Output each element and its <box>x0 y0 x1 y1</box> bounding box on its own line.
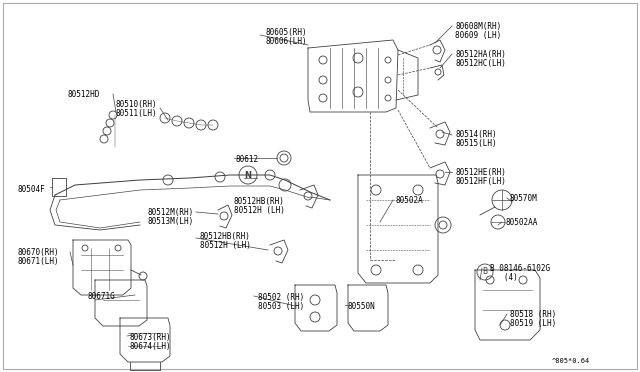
Text: 80518 (RH): 80518 (RH) <box>510 310 556 319</box>
Text: 80512M(RH): 80512M(RH) <box>148 208 195 217</box>
Text: (4): (4) <box>490 273 518 282</box>
Text: 80609 (LH): 80609 (LH) <box>455 31 501 40</box>
Text: 80512HF(LH): 80512HF(LH) <box>455 177 506 186</box>
Text: 80503 (LH): 80503 (LH) <box>258 302 304 311</box>
Text: 80670(RH): 80670(RH) <box>18 248 60 257</box>
Text: 80512HC(LH): 80512HC(LH) <box>455 59 506 68</box>
Text: N: N <box>244 170 252 180</box>
Text: 80671G: 80671G <box>88 292 116 301</box>
Text: 80512HB(RH): 80512HB(RH) <box>234 197 285 206</box>
Text: 80512H (LH): 80512H (LH) <box>200 241 251 250</box>
Text: 80519 (LH): 80519 (LH) <box>510 319 556 328</box>
Text: 80512HB(RH): 80512HB(RH) <box>200 232 251 241</box>
Text: 80674(LH): 80674(LH) <box>130 342 172 351</box>
Text: 80671(LH): 80671(LH) <box>18 257 60 266</box>
Text: 80512HE(RH): 80512HE(RH) <box>455 168 506 177</box>
Text: 80502A: 80502A <box>396 196 424 205</box>
Text: 80612: 80612 <box>236 155 259 164</box>
Text: 80570M: 80570M <box>510 194 538 203</box>
Text: 80502 (RH): 80502 (RH) <box>258 293 304 302</box>
Text: 80511(LH): 80511(LH) <box>115 109 157 118</box>
Text: ^805*0.64: ^805*0.64 <box>552 358 590 364</box>
Text: 80606(LH): 80606(LH) <box>265 37 307 46</box>
Text: 80510(RH): 80510(RH) <box>115 100 157 109</box>
Text: 80514(RH): 80514(RH) <box>455 130 497 139</box>
Text: 80512HD: 80512HD <box>68 90 100 99</box>
Text: 80608M(RH): 80608M(RH) <box>455 22 501 31</box>
Text: 80605(RH): 80605(RH) <box>265 28 307 37</box>
Text: B: B <box>483 267 488 276</box>
Text: 80515(LH): 80515(LH) <box>455 139 497 148</box>
Text: 80502AA: 80502AA <box>505 218 538 227</box>
Text: 80513M(LH): 80513M(LH) <box>148 217 195 226</box>
Text: 80512HA(RH): 80512HA(RH) <box>455 50 506 59</box>
Text: 80504F: 80504F <box>18 185 45 194</box>
Text: 80550N: 80550N <box>348 302 376 311</box>
Text: 80512H (LH): 80512H (LH) <box>234 206 285 215</box>
Text: B 08146-6102G: B 08146-6102G <box>490 264 550 273</box>
Text: 80673(RH): 80673(RH) <box>130 333 172 342</box>
